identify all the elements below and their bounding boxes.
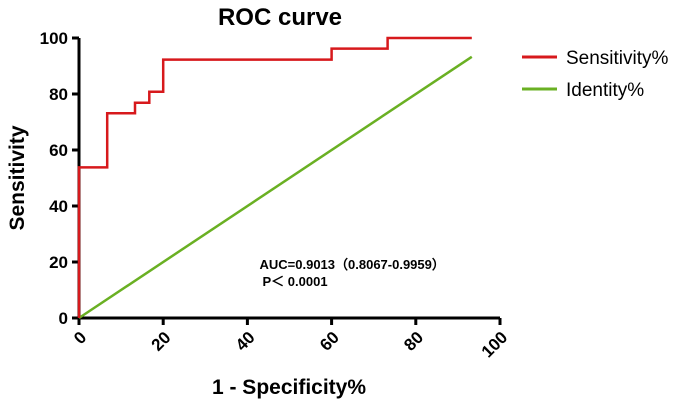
legend-label-sensitivity: Sensitivity% bbox=[566, 48, 669, 69]
annotation-p-value: P＜ 0.0001 bbox=[263, 274, 328, 289]
y-tick-label: 40 bbox=[49, 197, 68, 216]
chart-title: ROC curve bbox=[218, 4, 342, 31]
y-tick-label: 60 bbox=[49, 141, 68, 160]
x-tick-label: 40 bbox=[232, 328, 259, 355]
series-line-sensitivity bbox=[77, 36, 472, 318]
y-axis-label: Sensitivity bbox=[6, 125, 29, 230]
y-tick-label: 0 bbox=[59, 309, 68, 328]
x-tick-label: 0 bbox=[70, 328, 90, 348]
legend: Sensitivity% Identity% bbox=[522, 48, 669, 101]
x-tick-label: 80 bbox=[400, 328, 427, 355]
series-layer bbox=[77, 36, 473, 320]
annotation-layer: AUC=0.9013（0.8067-0.9959） P＜ 0.0001 bbox=[260, 257, 445, 289]
y-tick-label: 20 bbox=[49, 253, 68, 272]
legend-label-identity: Identity% bbox=[566, 80, 644, 101]
y-tick-label: 80 bbox=[49, 85, 68, 104]
x-tick-label: 100 bbox=[478, 328, 511, 361]
x-tick-label: 60 bbox=[316, 328, 343, 355]
y-tick-label: 100 bbox=[40, 29, 68, 48]
annotation-auc: AUC=0.9013（0.8067-0.9959） bbox=[260, 257, 445, 272]
x-tick-label: 20 bbox=[148, 328, 175, 355]
series-line-identity bbox=[78, 55, 473, 320]
x-axis-label: 1 - Specificity% bbox=[212, 376, 366, 399]
